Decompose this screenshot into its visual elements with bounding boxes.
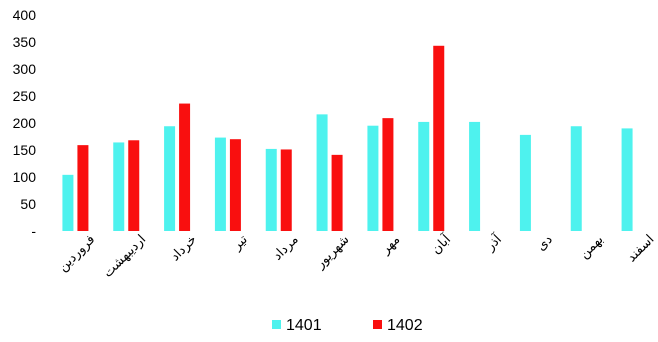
x-category-label: آذر	[481, 230, 506, 255]
legend-swatch-1402	[373, 320, 382, 329]
y-tick-label: 350	[13, 34, 37, 50]
bars-group	[62, 45, 633, 231]
x-category-label: اسفند	[624, 232, 657, 265]
bar-1402-3	[179, 103, 191, 231]
bar-1401-9	[469, 121, 481, 231]
bar-1401-10	[519, 134, 531, 231]
x-category-label: آبان	[427, 230, 454, 257]
bar-1402-7	[382, 118, 394, 231]
legend: 1401 1402	[272, 317, 423, 334]
x-category-label: مهر	[377, 232, 403, 258]
y-tick-label: -	[31, 223, 36, 239]
x-category-label: تیر	[228, 231, 251, 254]
y-tick-label: 250	[13, 88, 37, 104]
y-tick-label: 200	[13, 115, 37, 131]
x-category-label: اردیبهشت	[100, 232, 149, 281]
bar-1402-4	[229, 139, 241, 231]
x-category-label: شهریور	[312, 232, 353, 273]
y-tick-label: 400	[13, 7, 37, 23]
y-tick-label: 50	[20, 196, 36, 212]
bar-1401-8	[418, 121, 430, 231]
bar-1402-5	[280, 149, 292, 231]
y-tick-label: 100	[13, 169, 37, 185]
bar-1401-7	[367, 125, 379, 231]
bar-1402-8	[433, 45, 445, 231]
bar-1402-6	[331, 154, 343, 231]
y-tick-label: 150	[13, 142, 37, 158]
legend-swatch-1401	[272, 320, 281, 329]
x-axis: فروردین اردیبهشت خرداد تیر مرداد شهریور مهر آبا…	[55, 230, 657, 281]
legend-label-1401: 1401	[286, 317, 322, 334]
x-category-label: بهمن	[576, 232, 606, 262]
bar-1402-1	[77, 145, 89, 231]
x-category-label: دی	[533, 231, 555, 253]
x-category-label: خرداد	[167, 232, 200, 265]
bar-1401-2	[113, 142, 125, 231]
bar-1401-6	[316, 114, 328, 231]
legend-label-1402: 1402	[387, 317, 423, 334]
bar-1402-2	[128, 140, 140, 231]
x-category-label: مرداد	[270, 232, 302, 264]
bar-1401-11	[570, 126, 582, 231]
bar-1401-4	[214, 137, 226, 231]
bar-1401-12	[621, 128, 633, 231]
bar-1401-5	[265, 148, 277, 231]
bar-1401-3	[164, 126, 176, 231]
x-category-label: فروردین	[55, 232, 98, 275]
y-tick-label: 300	[13, 61, 37, 77]
bar-1401-1	[62, 174, 74, 231]
y-axis: - 50 100 150 200 250 300 350 400	[13, 7, 37, 239]
